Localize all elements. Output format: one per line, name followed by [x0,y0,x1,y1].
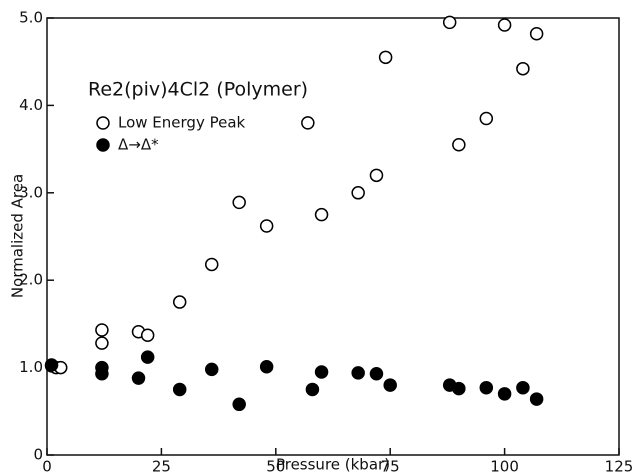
x-tick-label: 0 [42,458,52,473]
x-tick-label: 100 [490,458,519,473]
data-point [351,186,365,200]
data-point [314,207,329,222]
y-tick-label: 2.0 [19,271,43,289]
data-point [301,116,315,130]
x-tick-label: 75 [381,458,400,473]
legend-symbol [96,116,110,130]
data-point [259,219,274,233]
y-tick-label: 5.0 [19,9,43,27]
data-point [232,195,246,210]
y-tick-label: 3.0 [19,183,43,201]
data-point [95,360,109,375]
legend-label: Δ→Δ* [118,136,159,154]
data-point [378,50,393,65]
data-point [259,359,274,374]
data-point [529,26,544,41]
plot-frame [46,17,620,456]
x-tick-label: 125 [605,458,633,473]
data-point [140,328,155,343]
data-point [529,392,544,406]
data-point [452,381,466,396]
data-point [497,387,512,401]
data-point [516,61,530,76]
data-point [452,137,466,152]
data-point [383,378,397,392]
x-tick-label: 50 [266,458,285,473]
data-point [479,111,494,126]
legend-symbol [96,138,110,152]
data-point [95,323,109,337]
y-tick-label: 0 [33,446,43,464]
legend-label: Low Energy Peak [118,114,246,132]
data-point [44,358,59,372]
y-tick-label: 1.0 [19,358,43,376]
data-point [172,295,187,309]
x-axis-label: Pressure (kbar) [276,456,390,473]
data-point [369,168,384,183]
data-point [305,382,320,397]
data-point [204,362,219,377]
data-point [497,18,512,32]
data-point [172,382,187,397]
data-point [232,397,246,412]
data-point [314,365,329,379]
data-point [369,366,384,381]
annotation: Re2(piv)4Cl2 (Polymer) [88,79,308,101]
data-point [479,380,494,395]
y-tick-label: 4.0 [19,96,43,114]
data-point [204,257,219,272]
data-point [95,336,109,350]
data-point [351,366,365,380]
data-point [140,350,155,364]
y-axis-label: Normalized Area [9,174,27,298]
data-point [516,380,530,395]
data-point [131,371,146,385]
data-point [442,15,457,30]
x-tick-label: 25 [152,458,171,473]
